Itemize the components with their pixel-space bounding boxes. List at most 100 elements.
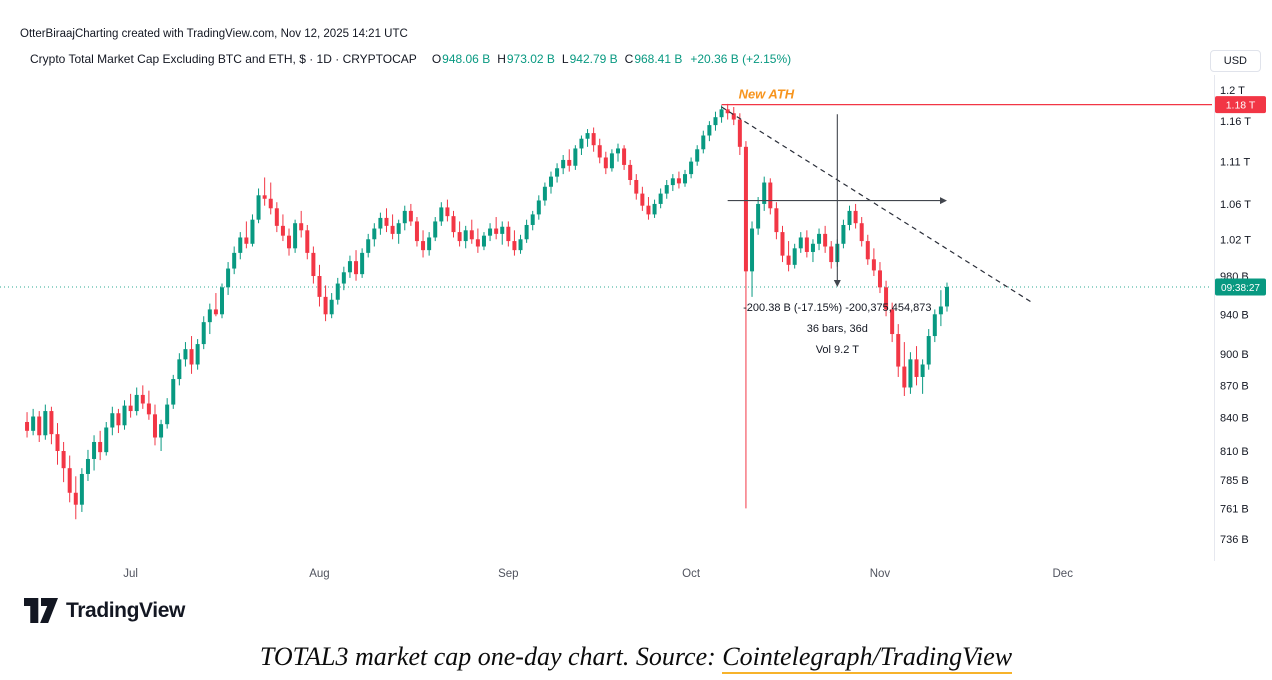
candle-body (743, 146, 748, 272)
candle-body (701, 135, 706, 150)
price-tick-label: 840 B (1220, 413, 1249, 425)
price-tick-label: 1.02 T (1220, 234, 1251, 246)
high-value: 973.02 B (506, 52, 555, 66)
candle-body (829, 246, 834, 263)
measure-time-arrowhead (939, 197, 947, 205)
candle-body (421, 241, 426, 251)
time-tick-label: Oct (682, 568, 701, 580)
candle-body (634, 179, 639, 194)
candle-body (201, 322, 206, 345)
candle-body (427, 237, 432, 251)
candle-body (408, 210, 413, 222)
new-ath-label[interactable]: New ATH (739, 87, 795, 102)
currency-usd-button[interactable]: USD (1209, 50, 1261, 72)
candle-body (195, 344, 200, 365)
symbol-title[interactable]: Crypto Total Market Cap Excluding BTC an… (30, 52, 417, 66)
candle-body (146, 403, 151, 415)
candle-body (877, 270, 882, 288)
high-label: H (497, 52, 506, 66)
candle-body (55, 434, 60, 452)
candle-body (652, 203, 657, 215)
candle-body (597, 145, 602, 158)
candle-body (938, 306, 943, 315)
tradingview-logo[interactable]: TradingView (24, 597, 185, 624)
price-tick-label: 870 B (1220, 380, 1249, 392)
candle-body (890, 309, 895, 335)
candle-body (585, 133, 590, 139)
candle-body (152, 414, 157, 438)
candle-body (262, 195, 267, 199)
candle-body (475, 239, 480, 247)
candle-body (689, 161, 694, 175)
caption-text: TOTAL3 market cap one-day chart. Source: (259, 642, 723, 671)
candle-body (61, 451, 66, 469)
attribution-text: OtterBiraajCharting created with Trading… (20, 28, 408, 40)
candle-body (774, 208, 779, 233)
candle-body (500, 226, 505, 234)
candle-body (884, 287, 889, 310)
measure-tool[interactable]: -200.38 B (-17.15%) -200,375,454,873 36 b… (727, 114, 947, 356)
candle-body (287, 235, 292, 249)
svg-text:09:38:27: 09:38:27 (1221, 283, 1260, 294)
candle-body (335, 283, 340, 300)
candle-body (390, 225, 395, 234)
candle-body (268, 198, 273, 209)
candle-body (640, 193, 645, 206)
candle-body (603, 157, 608, 169)
candle-body (329, 299, 334, 315)
candle-body (859, 223, 864, 242)
candle-body (896, 334, 901, 367)
candle-body (177, 359, 182, 380)
svg-text:1.18 T: 1.18 T (1226, 100, 1256, 112)
candle-body (591, 133, 596, 146)
candle-body (49, 411, 54, 435)
candle-body (847, 210, 852, 225)
candle-body (220, 287, 224, 315)
time-axis[interactable]: Jul Aug Sep Oct Nov Dec (123, 568, 1073, 580)
close-value: 968.41 B (634, 52, 683, 66)
candle-body (573, 148, 578, 166)
time-tick-label: Nov (870, 568, 891, 580)
candle-body (226, 268, 231, 288)
candle-body (238, 237, 243, 253)
candle-body (311, 252, 316, 277)
measure-text: -200.38 B (-17.15%) -200,375,454,873 (743, 302, 931, 314)
price-tick-label: 1.06 T (1220, 199, 1251, 211)
chart-pane[interactable]: New ATH -200.38 B (-17.15%) -200,375,454,… (0, 75, 1272, 587)
candle-body (646, 205, 651, 215)
candle-body (469, 230, 474, 240)
candle-body (664, 185, 669, 194)
candle-body (305, 230, 310, 253)
candle-body (622, 148, 627, 165)
candle-body (110, 413, 115, 428)
open-label: O (431, 52, 442, 66)
candle-body (944, 286, 949, 307)
candle-body (414, 221, 419, 242)
caption-link[interactable]: Cointelegraph/TradingView (722, 642, 1013, 674)
candle-body (512, 241, 517, 251)
candle-body (354, 261, 359, 275)
time-tick-label: Aug (309, 568, 329, 580)
candle-body (85, 458, 90, 474)
candle-body (908, 359, 913, 388)
candle-body (524, 224, 529, 240)
candle-body (73, 492, 78, 505)
candle-body (737, 119, 742, 147)
candle-body (914, 359, 919, 377)
candle-body (506, 226, 511, 242)
candle-body (542, 186, 547, 201)
measure-price-arrowhead (833, 279, 841, 287)
candle-body (865, 241, 870, 260)
price-tick-label: 785 B (1220, 475, 1249, 487)
candle-body (817, 233, 822, 244)
candle-body (323, 296, 328, 315)
time-tick-label: Sep (498, 568, 518, 580)
candle-body (841, 224, 846, 244)
candle-body (902, 366, 907, 388)
candle-body (213, 309, 218, 315)
trendline[interactable] (721, 106, 1033, 304)
candle-body (207, 309, 212, 323)
candle-body (871, 259, 876, 271)
candle-body (25, 421, 30, 431)
